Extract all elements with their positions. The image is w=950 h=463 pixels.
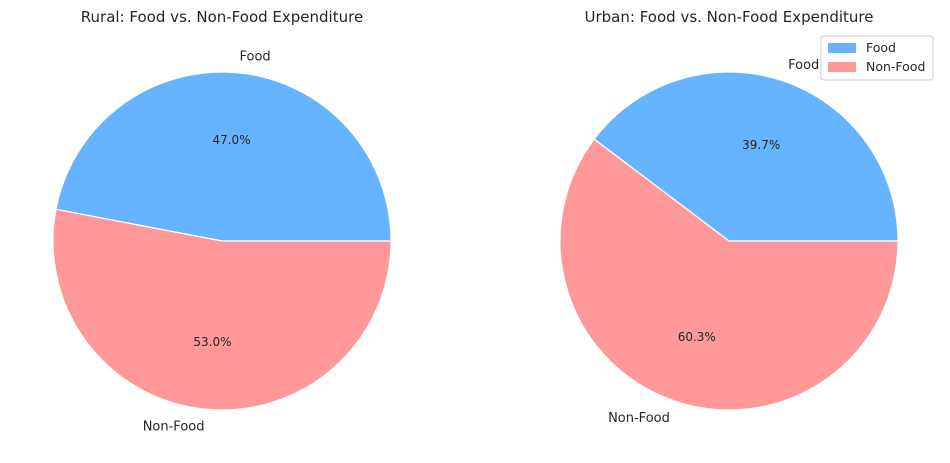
urban-slice-non-food xyxy=(559,138,899,411)
urban-percent-label-food: 39.7% xyxy=(742,138,780,152)
urban-category-label-food: Food xyxy=(788,58,819,73)
urban-chart-title: Urban: Food vs. Non-Food Expenditure xyxy=(585,8,874,26)
urban-percent-label-non-food: 60.3% xyxy=(678,330,716,344)
rural-slice-non-food xyxy=(52,208,392,411)
rural-percent-label-food: 47.0% xyxy=(212,133,250,147)
rural-category-label-non-food: Non-Food xyxy=(143,420,205,435)
urban-pie-chart: Urban: Food vs. Non-Food Expenditure Foo… xyxy=(559,8,934,426)
urban-slice-food xyxy=(593,71,899,242)
legend: Food Non-Food xyxy=(820,35,934,81)
legend-swatch-food xyxy=(828,43,856,53)
legend-label-food: Food xyxy=(866,40,896,55)
legend-swatch-non-food xyxy=(828,62,856,72)
legend-label-non-food: Non-Food xyxy=(866,59,925,74)
rural-slice-food xyxy=(55,71,392,242)
rural-pie-chart: Rural: Food vs. Non-Food Expenditure Foo… xyxy=(52,8,392,435)
rural-category-label-food: Food xyxy=(239,49,270,64)
rural-chart-title: Rural: Food vs. Non-Food Expenditure xyxy=(81,8,363,26)
urban-category-label-non-food: Non-Food xyxy=(608,411,670,426)
rural-percent-label-non-food: 53.0% xyxy=(193,335,231,349)
